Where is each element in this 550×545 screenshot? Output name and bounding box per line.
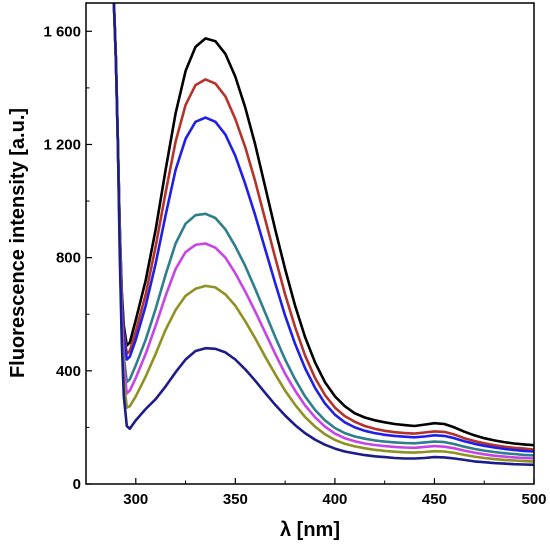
plot-frame	[85, 2, 535, 485]
y-tick-label: 800	[56, 250, 81, 267]
x-tick-label: 300	[123, 491, 148, 508]
y-tick-label: 400	[56, 363, 81, 380]
series-line-4	[112, 3, 534, 457]
x-tick-label: 450	[422, 491, 447, 508]
series-line-7	[112, 3, 534, 467]
x-tick-label: 400	[322, 491, 347, 508]
series-line-2	[112, 3, 534, 451]
x-axis-title: λ [nm]	[280, 519, 340, 541]
y-tick-label: 1 200	[43, 136, 81, 153]
x-axis: 300 350 400 450 500	[85, 478, 547, 508]
y-tick-label: 0	[73, 476, 81, 493]
series-group	[112, 3, 534, 467]
y-axis-title: Fluorescence intensity [a.u.]	[7, 108, 29, 378]
y-tick-label: 1 600	[43, 23, 81, 40]
series-line-3	[112, 3, 534, 453]
y-axis: 0 400 800 1 200 1 600	[43, 23, 92, 493]
series-line-5	[112, 3, 534, 460]
x-tick-label: 500	[521, 491, 546, 508]
series-line-1	[112, 3, 534, 447]
x-tick-label: 350	[223, 491, 248, 508]
series-line-6	[112, 3, 534, 463]
